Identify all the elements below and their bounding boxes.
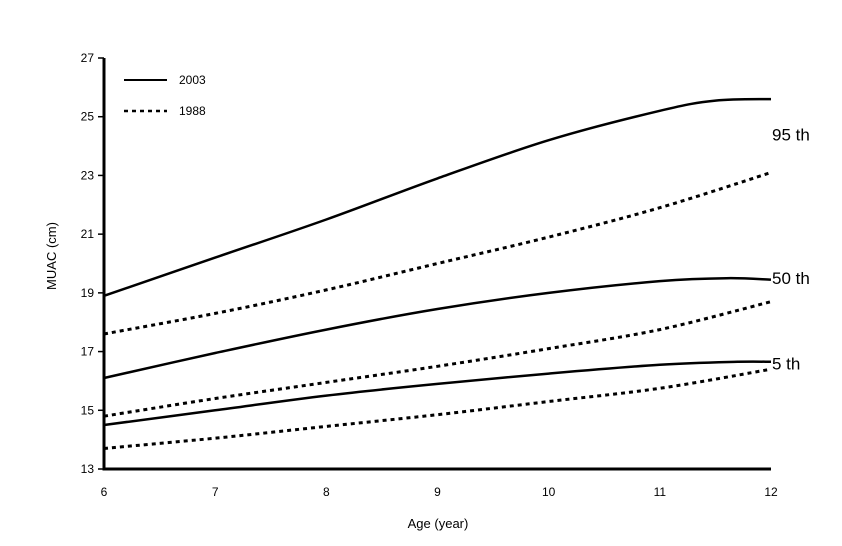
- y-tick-label: 15: [81, 403, 95, 417]
- axes: [102, 58, 771, 471]
- y-axis-title: MUAC (cm): [44, 222, 59, 290]
- legend-label: 1988: [179, 104, 206, 118]
- series-line-2003-0: [103, 97, 772, 297]
- percentile-label: 95 th: [772, 125, 810, 144]
- x-tick-label: 11: [654, 485, 667, 499]
- series-line-1988-3: [103, 300, 772, 418]
- series-lines: [103, 97, 772, 450]
- x-tick-label: 6: [101, 485, 108, 499]
- x-axis-title: Age (year): [408, 516, 469, 531]
- x-ticks: 6 7 8 9 10 11 12: [101, 485, 778, 499]
- percentile-label: 5 th: [772, 354, 800, 373]
- y-tick-label: 27: [81, 51, 95, 65]
- y-tick-label: 23: [81, 168, 95, 182]
- percentile-label: 50 th: [772, 269, 810, 288]
- series-line-2003-2: [103, 276, 772, 380]
- percentile-labels: 95 th 50 th 5 th: [772, 125, 810, 373]
- legend-label: 2003: [179, 73, 206, 87]
- x-tick-label: 7: [212, 485, 219, 499]
- series-line-1988-5: [103, 367, 772, 450]
- x-tick-label: 10: [542, 485, 556, 499]
- y-tick-label: 25: [81, 110, 95, 124]
- x-tick-label: 12: [764, 485, 778, 499]
- y-tick-label: 13: [81, 462, 95, 476]
- y-ticks: 13 15 17 19 21 23 25 27: [81, 51, 104, 476]
- x-tick-label: 9: [434, 485, 441, 499]
- y-tick-label: 17: [81, 345, 95, 359]
- x-tick-label: 8: [323, 485, 330, 499]
- y-tick-label: 21: [81, 227, 95, 241]
- series-line-1988-1: [103, 171, 772, 336]
- y-tick-label: 19: [81, 286, 95, 300]
- legend: 2003 1988: [124, 73, 206, 118]
- series-line-2003-4: [103, 360, 772, 427]
